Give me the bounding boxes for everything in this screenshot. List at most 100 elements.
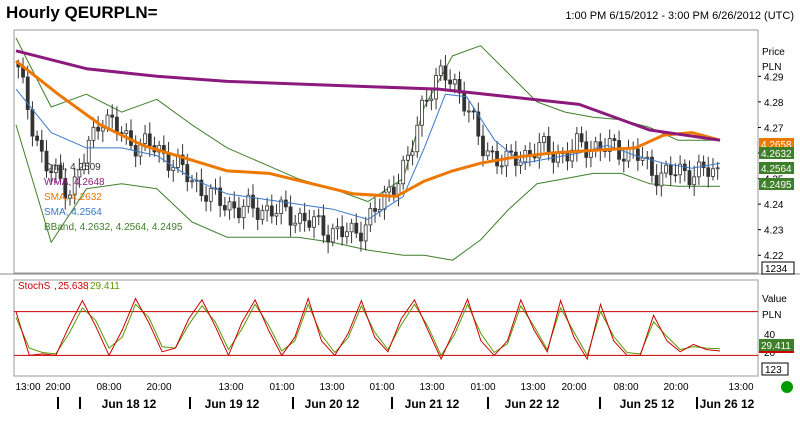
candle-body	[185, 164, 190, 183]
candle-body	[82, 162, 86, 171]
time-tick-label: 13:00	[15, 382, 40, 393]
price-tick-label: 4.22	[764, 251, 784, 262]
stoch-tag-d-text: 29.411	[761, 341, 791, 352]
candle-body	[147, 133, 152, 147]
time-tick-label: 20:00	[146, 382, 171, 393]
candle-body	[265, 205, 269, 211]
stoch-label-name: StochS	[18, 281, 51, 292]
candle-body	[110, 114, 115, 118]
candle-body	[283, 199, 288, 208]
candle-body	[166, 152, 171, 171]
candle-body	[452, 79, 457, 85]
stoch-axis-unit: PLN	[762, 310, 781, 321]
date-tick-label: Jun 25 12	[620, 397, 675, 411]
candle-body	[58, 165, 63, 179]
candle-body	[330, 228, 335, 243]
candle-body	[485, 150, 490, 157]
price-tags: 4.2658 4.2632 4.2564 4.2495	[759, 138, 794, 191]
bband-lower-line	[15, 124, 720, 261]
price-tick-label: 4.23	[764, 226, 784, 237]
moving-averages	[15, 49, 721, 220]
candle-body	[39, 139, 44, 152]
sma-slow-line	[15, 59, 721, 198]
candle-body	[208, 187, 213, 202]
time-axis: 13:00 20:00 08:00 20:00 13:00 01:00 13:00 01:00…	[15, 382, 754, 411]
candle-body	[274, 213, 279, 217]
candle-body	[387, 186, 392, 193]
candle-body	[382, 191, 387, 210]
candle-body	[678, 163, 683, 176]
time-tick-label: 01:00	[269, 382, 294, 393]
candle-body	[180, 154, 185, 165]
stoch-tick-20: 20	[764, 348, 776, 359]
candle-body	[326, 234, 331, 243]
tag-bband-lower	[759, 178, 794, 190]
candle-body	[546, 136, 551, 154]
stoch-label-sep: ,	[54, 281, 57, 292]
candle-body	[237, 207, 241, 219]
stoch-label-d: 29.411	[90, 281, 120, 292]
legend-cndl: Cndl, 4.2509	[44, 162, 101, 173]
time-tick-label: 01:00	[369, 382, 394, 393]
time-tick-label: 13:00	[419, 382, 444, 393]
candle-body	[30, 109, 35, 137]
candle-body	[659, 172, 664, 187]
candle-body	[405, 154, 410, 161]
candle-body	[420, 99, 424, 126]
time-tick-label: 13:00	[728, 382, 753, 393]
candle-body	[715, 167, 720, 170]
candle-body	[115, 116, 119, 134]
candle-body	[72, 176, 77, 196]
candle-body	[53, 165, 58, 173]
stoch-k-line	[15, 296, 721, 361]
candle-body	[476, 111, 481, 137]
candle-body	[260, 209, 265, 220]
candle-body	[701, 161, 706, 169]
candle-body	[190, 180, 194, 183]
price-tick-label: 4.27	[764, 123, 784, 134]
candle-body	[298, 212, 302, 224]
legend-wma: WMA, 4.2648	[44, 177, 105, 188]
bband-upper-line	[15, 37, 720, 203]
legend-sma-fast: SMA, 4.2564	[44, 207, 102, 218]
tag-bband-mid-text: 4.2564	[761, 164, 792, 175]
price-scale-box[interactable]	[761, 261, 795, 275]
candle-body	[654, 175, 659, 187]
candle-body	[692, 176, 697, 186]
legend-sma-slow: SMA, 4.2632	[44, 192, 102, 203]
candle-body	[91, 126, 96, 141]
candle-body	[49, 170, 54, 173]
candle-body	[63, 177, 68, 199]
candle-body	[706, 167, 711, 177]
candle-body	[711, 168, 715, 177]
stoch-axis-title: Value	[762, 294, 787, 305]
chart-title: Hourly QEURPLN=	[6, 3, 158, 22]
stoch-scale-box[interactable]	[761, 362, 789, 376]
candle-body	[391, 186, 396, 196]
candle-body	[86, 139, 91, 164]
candle-body	[457, 79, 462, 94]
date-range: 1:00 PM 6/15/2012 - 3:00 PM 6/26/2012 (U…	[565, 10, 794, 22]
time-tick-label: 13:00	[520, 382, 545, 393]
candle-body	[612, 138, 617, 141]
tag-sma-slow-text: 4.2658	[761, 140, 792, 151]
candle-body	[438, 65, 443, 76]
candle-body	[429, 98, 434, 101]
candle-body	[316, 215, 321, 218]
candle-body	[279, 199, 284, 214]
candle-body	[96, 126, 101, 132]
time-tick-label: 01:00	[470, 382, 495, 393]
candle-body	[307, 220, 312, 228]
candle-body	[673, 174, 678, 177]
candle-body	[349, 222, 354, 233]
stoch-label-sep2: ,	[86, 281, 89, 292]
candle-body	[354, 222, 359, 234]
candle-body	[68, 194, 72, 199]
candle-body	[696, 161, 701, 178]
candle-body	[424, 99, 429, 102]
candle-body	[415, 124, 420, 153]
price-tick-label: 4.24	[764, 200, 784, 211]
stoch-tick-40: 40	[764, 330, 776, 341]
candle-body	[565, 152, 570, 162]
